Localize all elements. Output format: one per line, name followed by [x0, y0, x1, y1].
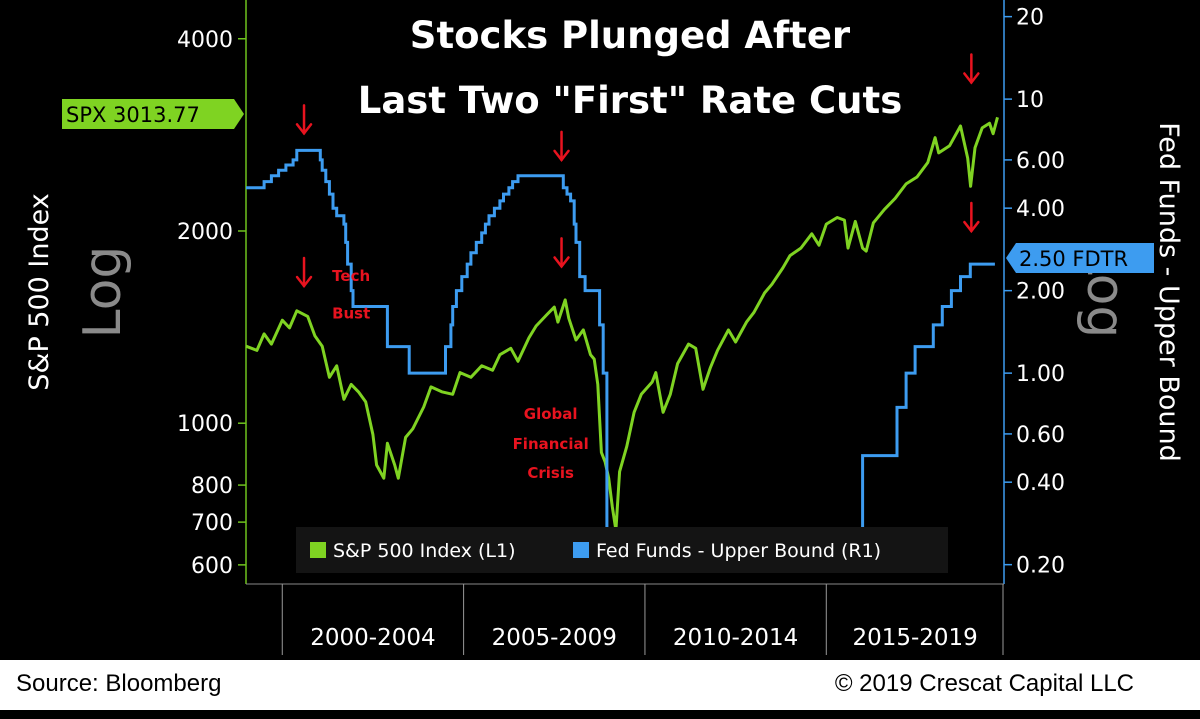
- left-tick-label: 2000: [177, 220, 233, 245]
- left-axis-scale-label: Log: [73, 246, 133, 339]
- legend: S&P 500 Index (L1) Fed Funds - Upper Bou…: [296, 527, 948, 573]
- right-tick-label: 6.00: [1016, 149, 1065, 174]
- right-tick-label: 2.00: [1016, 280, 1065, 305]
- right-tick-label: 4.00: [1016, 197, 1065, 222]
- down-arrow-icon: [553, 130, 570, 162]
- sp500-series-line: [245, 116, 999, 532]
- down-arrow-icon: [553, 237, 570, 269]
- spx-badge-text: SPX 3013.77: [66, 103, 200, 127]
- right-tick-label: 20: [1016, 6, 1044, 31]
- right-axis-ticks: 20 10 6.00 4.00 2.00 1.00 0.60 0.40 0.20: [1004, 6, 1065, 579]
- right-tick-label: 0.40: [1016, 471, 1065, 496]
- spx-badge: SPX 3013.77: [62, 99, 244, 129]
- spx-badge-shape: [62, 99, 244, 129]
- left-tick-label: 700: [191, 511, 233, 536]
- right-tick-label: 0.60: [1016, 423, 1065, 448]
- right-tick-label: 1.00: [1016, 362, 1065, 387]
- right-tick-label: 0.20: [1016, 554, 1065, 579]
- legend-swatch-sp500: [310, 542, 326, 558]
- down-arrow-icon: [295, 104, 313, 136]
- annotation-text: Crisis: [527, 464, 574, 482]
- fdtr-badge-text: 2.50 FDTR: [1019, 247, 1128, 271]
- annotation-text: Financial: [513, 435, 589, 453]
- left-tick-label: 1000: [177, 412, 233, 437]
- annotation-text: Global: [524, 405, 578, 423]
- period-label: 2015-2019: [852, 625, 977, 651]
- chart-title-line1: Stocks Plunged After: [410, 14, 851, 57]
- left-tick-label: 600: [191, 554, 233, 579]
- fdtr-badge: 2.50 FDTR: [1006, 243, 1154, 273]
- left-tick-label: 800: [191, 474, 233, 499]
- legend-label-sp500: S&P 500 Index (L1): [333, 540, 516, 562]
- fdtr-badge-shape: [1006, 243, 1154, 273]
- chart-title-line2: Last Two "First" Rate Cuts: [358, 79, 902, 122]
- legend-swatch-fedfunds: [573, 542, 589, 558]
- bottom-strip: [0, 710, 1200, 719]
- source-text: Source: Bloomberg: [16, 670, 222, 697]
- chart-annotations: Tech Bust Global Financial Crisis: [332, 267, 589, 482]
- period-label: 2005-2009: [492, 625, 617, 651]
- down-arrow-icon: [963, 201, 980, 234]
- left-axis-label: S&P 500 Index: [24, 193, 55, 391]
- right-tick-label: 10: [1016, 88, 1044, 113]
- left-tick-label: 4000: [177, 28, 233, 53]
- annotation-text: Bust: [332, 304, 370, 322]
- period-label: 2010-2014: [673, 625, 798, 651]
- chart-arrows: [295, 53, 980, 289]
- right-axis-label: Fed Funds - Upper Bound: [1153, 122, 1184, 462]
- down-arrow-icon: [295, 256, 313, 289]
- legend-box: [296, 527, 948, 573]
- copyright-text: © 2019 Crescat Capital LLC: [834, 670, 1134, 697]
- footer: Source: Bloomberg © 2019 Crescat Capital…: [0, 660, 1200, 710]
- period-label: 2000-2004: [310, 625, 435, 651]
- down-arrow-icon: [963, 53, 980, 85]
- left-axis-ticks: 4000 2000 1000 800 700 600: [177, 28, 246, 579]
- annotation-text: Tech: [332, 267, 370, 285]
- legend-label-fedfunds: Fed Funds - Upper Bound (R1): [596, 540, 881, 562]
- x-axis-periods: 2000-2004 2005-2009 2010-2014 2015-2019: [281, 584, 1004, 655]
